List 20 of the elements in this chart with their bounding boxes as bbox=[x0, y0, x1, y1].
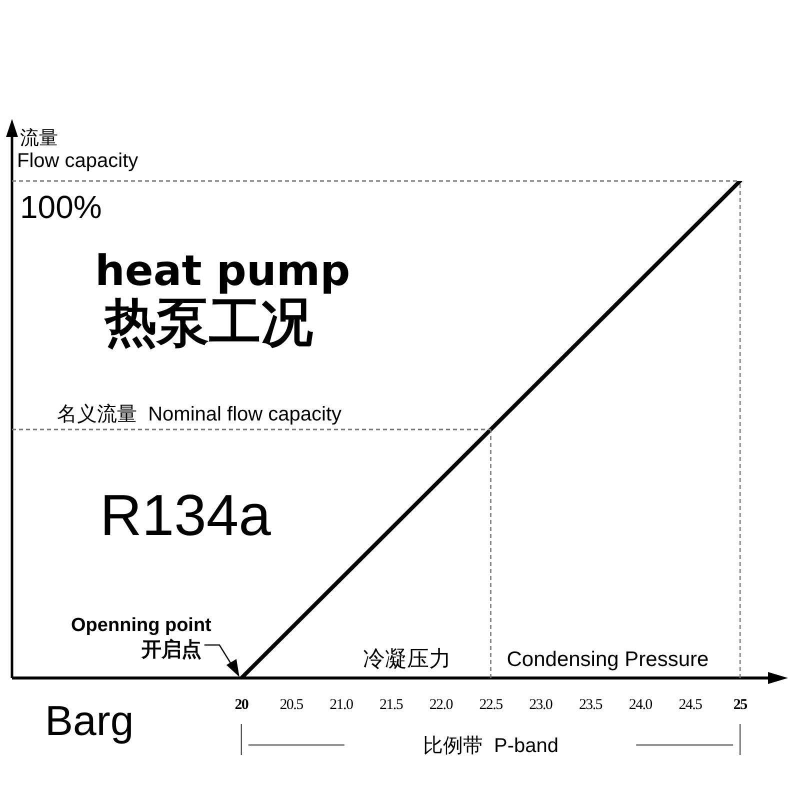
x-tick-label: 23.0 bbox=[529, 697, 552, 713]
x-tick-label: 24.0 bbox=[628, 697, 652, 713]
x-tick-label: 22.5 bbox=[479, 697, 503, 713]
x-tick-label: 21.5 bbox=[379, 697, 403, 713]
y-axis-title: 流量 Flow capacity bbox=[17, 127, 138, 172]
ref-line-label: 名义流量 Nominal flow capacity bbox=[57, 404, 342, 426]
annotation: Openning point 开启点 bbox=[71, 615, 212, 661]
text: heat pump 热泵工况 bbox=[95, 246, 350, 353]
x-tick-label: 23.5 bbox=[578, 697, 602, 713]
annotation: R134a bbox=[100, 483, 272, 548]
x-tick-label: 20.5 bbox=[280, 697, 304, 713]
text: 比例带 P-band bbox=[422, 735, 559, 757]
text: 冷凝压力 Condensing Pressure bbox=[362, 646, 709, 671]
x-tick-label: 21.0 bbox=[330, 697, 353, 713]
x-tick-label: 22.0 bbox=[429, 697, 453, 713]
x-tick-label: 20 bbox=[234, 697, 248, 713]
x-tick-label: 25 bbox=[733, 697, 748, 713]
x-tick-label: 24.5 bbox=[678, 697, 702, 713]
ref-line-label: 100% bbox=[20, 189, 102, 225]
text: Barg bbox=[45, 697, 134, 744]
